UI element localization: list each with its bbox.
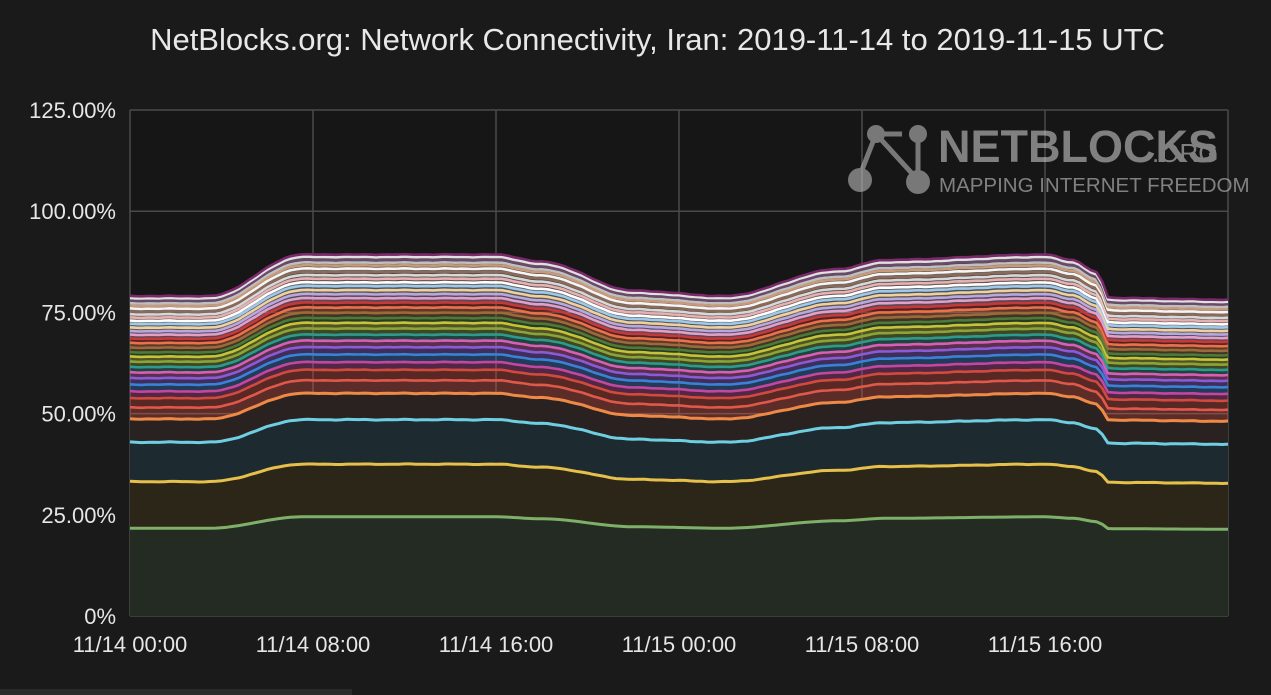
series-line-2 [129,462,1229,485]
series-line-11 [129,333,1229,372]
series-line-6 [129,368,1229,403]
watermark-brand: NETBLOCKS [938,121,1218,172]
series-line-26 [129,267,1229,314]
series-area-5 [130,380,1228,422]
series-line-8 [129,352,1229,389]
series-line-21 [129,284,1229,329]
x-tick-label: 11/14 08:00 [256,632,371,657]
x-tick-label: 11/15 16:00 [988,632,1103,657]
series-area-4 [130,393,1228,445]
series-line-4 [129,391,1229,423]
series-line-15 [129,311,1229,353]
series-line-10 [129,339,1229,377]
series-area-15 [130,312,1228,356]
series-line-3 [129,417,1229,446]
chart-title: NetBlocks.org: Network Connectivity, Ira… [150,22,1165,57]
series-line-31 [129,252,1229,302]
x-tick-label: 11/14 16:00 [439,632,554,657]
y-tick-label: 0% [84,604,116,629]
series-line-1 [130,515,1228,531]
watermark-suffix: .ORG [1152,138,1218,168]
series-line-12 [129,327,1229,366]
y-axis-ticks: 125.00% 100.00% 75.00% 50.00% 25.00% 0% [29,98,116,629]
series-line-9 [129,345,1229,383]
series-line-14 [129,316,1229,357]
series-area-16 [130,307,1228,351]
series-area-9 [130,346,1228,388]
x-axis-ticks: 11/14 00:00 11/14 08:00 11/14 16:00 11/15 0… [73,632,1103,657]
y-tick-label: 50.00% [41,402,116,427]
y-tick-label: 25.00% [41,503,116,528]
watermark-tagline: MAPPING INTERNET FREEDOM [939,174,1250,197]
series-area-1 [130,516,1228,616]
series-line-17 [129,301,1229,344]
series-line-13 [129,321,1229,362]
x-tick-label: 11/15 00:00 [622,632,737,657]
series-line-27 [129,263,1229,311]
series-area-13 [130,322,1228,365]
x-tick-label: 11/15 08:00 [805,632,920,657]
series-line-22 [129,280,1229,326]
series-line-19 [129,292,1229,336]
y-tick-label: 125.00% [29,98,116,123]
series-area-12 [130,328,1228,371]
series-line-18 [129,296,1229,340]
series-area-17 [130,302,1228,347]
series-line-24 [129,273,1229,320]
series-line-23 [129,277,1229,323]
series-line-5 [129,378,1229,412]
netblocks-watermark: NETBLOCKS .ORG MAPPING INTERNET FREEDOM [848,121,1250,197]
series-area-14 [130,317,1228,360]
series-line-20 [129,288,1229,333]
series-line-16 [129,305,1229,348]
bottom-scrollbar[interactable] [0,689,352,695]
y-tick-label: 100.00% [29,199,116,224]
series-line-25 [129,270,1229,317]
series-line-29 [129,258,1229,306]
series-area-3 [130,419,1228,484]
y-tick-label: 75.00% [41,300,116,325]
series-line-7 [129,360,1229,396]
series-area-2 [130,463,1228,530]
series-line-28 [129,260,1229,309]
network-logo-icon [848,125,930,194]
series-area-10 [130,340,1228,382]
series-line-30 [129,255,1229,304]
series-area-11 [130,334,1228,376]
x-tick-label: 11/14 00:00 [73,632,188,657]
series-lines [129,252,1229,531]
